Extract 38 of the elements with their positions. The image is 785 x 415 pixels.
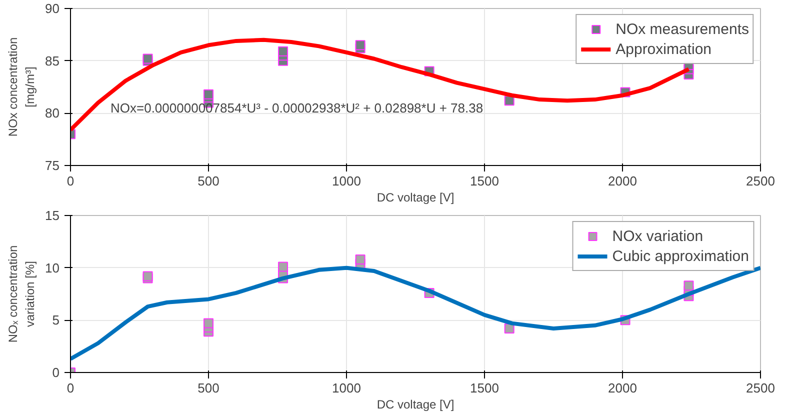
y-tick-label: 5 bbox=[52, 312, 60, 328]
x-tick-label: 1500 bbox=[470, 174, 499, 188]
x-tick-label: 1000 bbox=[332, 174, 361, 188]
x-tick-label: 500 bbox=[198, 380, 220, 396]
line-series bbox=[70, 266, 760, 361]
y-tick-label: 10 bbox=[45, 260, 60, 276]
y-tick-label: 90 bbox=[45, 1, 60, 16]
x-tick-label: 2000 bbox=[608, 174, 637, 188]
point bbox=[278, 262, 288, 272]
legend-label: NOx measurements bbox=[616, 20, 749, 38]
x-tick-label: 500 bbox=[198, 174, 220, 188]
y-axis-title: NOx concentration [mg/m³] bbox=[6, 37, 38, 137]
point bbox=[204, 89, 214, 100]
legend-label: Cubic approximation bbox=[612, 248, 749, 264]
y-tick-label: 75 bbox=[45, 158, 60, 173]
x-tick-label: 2500 bbox=[746, 380, 775, 396]
x-tick-label: 2500 bbox=[746, 174, 775, 188]
y-tick-label: 80 bbox=[45, 106, 60, 121]
x-tick-label: 0 bbox=[66, 380, 74, 396]
annotation: NOx=0.000000007854*U³ - 0.00002938*U² + 0.02898*U + 78.38 bbox=[110, 100, 484, 116]
point bbox=[204, 318, 214, 328]
point bbox=[355, 40, 366, 50]
point bbox=[504, 324, 514, 334]
x-tick-label: 1000 bbox=[332, 380, 361, 396]
point bbox=[278, 46, 288, 56]
x-axis-title: DC voltage [V] bbox=[376, 190, 454, 204]
legend-label: Approximation bbox=[616, 40, 712, 58]
point bbox=[684, 280, 694, 291]
y-tick-label: 85 bbox=[45, 53, 60, 68]
x-tick-label: 0 bbox=[66, 174, 74, 188]
y-tick-label: 0 bbox=[52, 365, 60, 380]
x-tick-label: 1500 bbox=[470, 380, 499, 396]
point bbox=[355, 254, 366, 264]
legend-label: NOx variation bbox=[612, 228, 704, 244]
y-axis-title: NOₓ concentration variation [%] bbox=[6, 245, 38, 343]
y-tick-label: 15 bbox=[45, 208, 60, 223]
x-tick-label: 2000 bbox=[608, 380, 637, 396]
x-axis-title: DC voltage [V] bbox=[376, 398, 454, 412]
